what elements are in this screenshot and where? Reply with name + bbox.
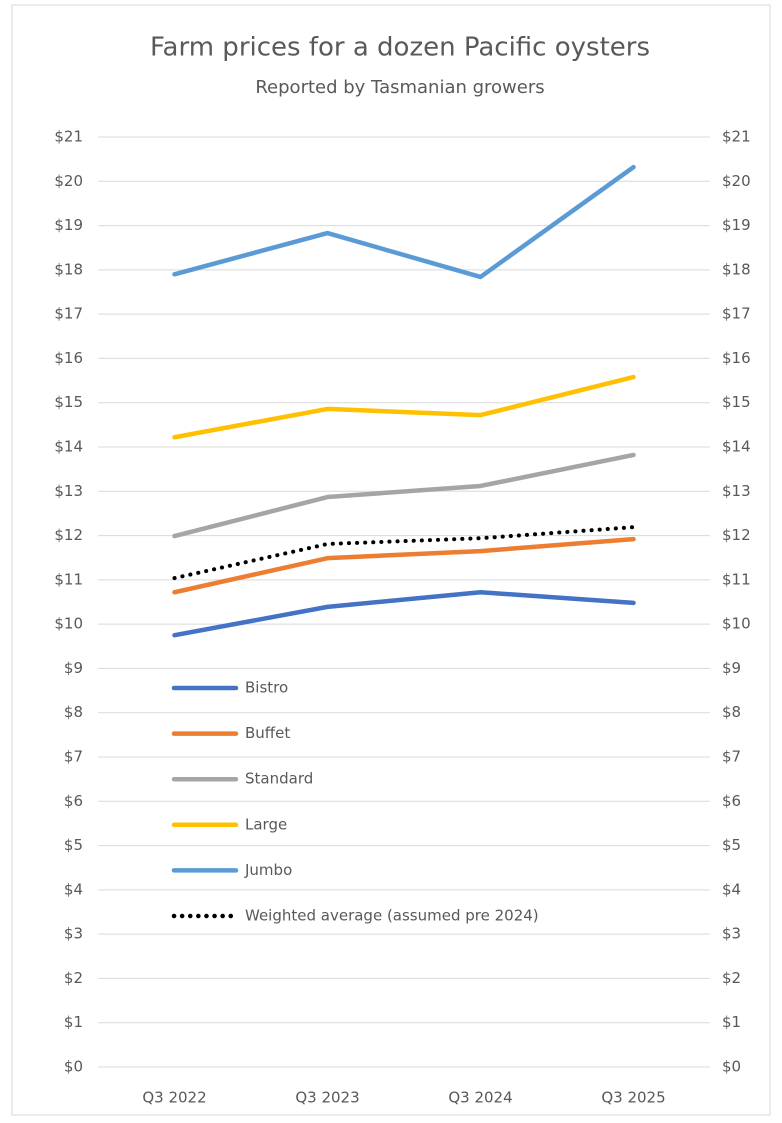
y2-tick-label: $19 — [722, 216, 751, 234]
legend-label: Buffet — [245, 724, 290, 742]
y-tick-label: $11 — [54, 570, 83, 588]
y-tick-label: $13 — [54, 482, 83, 500]
y2-tick-label: $9 — [722, 659, 741, 677]
y-tick-label: $18 — [54, 260, 83, 278]
chart-frame — [11, 4, 771, 1116]
legend-label: Bistro — [245, 679, 288, 697]
y-tick-label: $12 — [54, 526, 83, 544]
y-tick-label: $7 — [64, 748, 83, 766]
y2-tick-label: $8 — [722, 703, 741, 721]
series-line — [172, 536, 636, 595]
y2-tick-label: $14 — [722, 438, 751, 456]
y2-tick-label: $5 — [722, 836, 741, 854]
y-tick-label: $1 — [64, 1013, 83, 1031]
series-line — [172, 374, 636, 440]
y-tick-label: $19 — [54, 216, 83, 234]
y2-tick-label: $7 — [722, 748, 741, 766]
y2-tick-label: $11 — [722, 570, 751, 588]
y-tick-label: $20 — [54, 172, 83, 190]
y-tick-label: $9 — [64, 659, 83, 677]
y-tick-label: $5 — [64, 836, 83, 854]
y-tick-label: $10 — [54, 615, 83, 633]
y2-tick-label: $6 — [722, 792, 741, 810]
y-tick-label: $15 — [54, 393, 83, 411]
x-tick-label: Q3 2023 — [295, 1089, 359, 1107]
series-line — [172, 590, 636, 638]
series-line — [172, 164, 636, 280]
y-tick-label: $8 — [64, 703, 83, 721]
chart-title: Farm prices for a dozen Pacific oysters — [150, 33, 650, 63]
y-tick-label: $6 — [64, 792, 83, 810]
y-tick-label: $0 — [64, 1058, 83, 1076]
x-tick-label: Q3 2022 — [142, 1089, 206, 1107]
y-tick-label: $4 — [64, 880, 83, 898]
series-line — [172, 525, 636, 581]
y2-tick-label: $1 — [722, 1013, 741, 1031]
y2-tick-label: $12 — [722, 526, 751, 544]
y2-tick-label: $20 — [722, 172, 751, 190]
y2-tick-label: $2 — [722, 969, 741, 987]
y2-tick-label: $17 — [722, 305, 751, 323]
legend-label: Jumbo — [244, 861, 292, 879]
chart-subtitle: Reported by Tasmanian growers — [255, 77, 544, 98]
y-tick-label: $21 — [54, 128, 83, 146]
y2-tick-label: $18 — [722, 260, 751, 278]
y2-tick-label: $15 — [722, 393, 751, 411]
y2-tick-label: $4 — [722, 880, 741, 898]
legend-label: Standard — [245, 770, 313, 788]
y2-tick-label: $13 — [722, 482, 751, 500]
y-tick-label: $14 — [54, 438, 83, 456]
y-tick-label: $2 — [64, 969, 83, 987]
y2-tick-label: $21 — [722, 128, 751, 146]
y2-tick-label: $16 — [722, 349, 751, 367]
y2-tick-label: $3 — [722, 925, 741, 943]
x-tick-label: Q3 2025 — [601, 1089, 665, 1107]
y-tick-label: $16 — [54, 349, 83, 367]
y2-tick-label: $0 — [722, 1058, 741, 1076]
legend-label: Weighted average (assumed pre 2024) — [245, 907, 539, 925]
y-tick-label: $3 — [64, 925, 83, 943]
legend-label: Large — [245, 815, 287, 833]
series-line — [172, 452, 636, 539]
y2-tick-label: $10 — [722, 615, 751, 633]
x-tick-label: Q3 2024 — [448, 1089, 512, 1107]
y-tick-label: $17 — [54, 305, 83, 323]
